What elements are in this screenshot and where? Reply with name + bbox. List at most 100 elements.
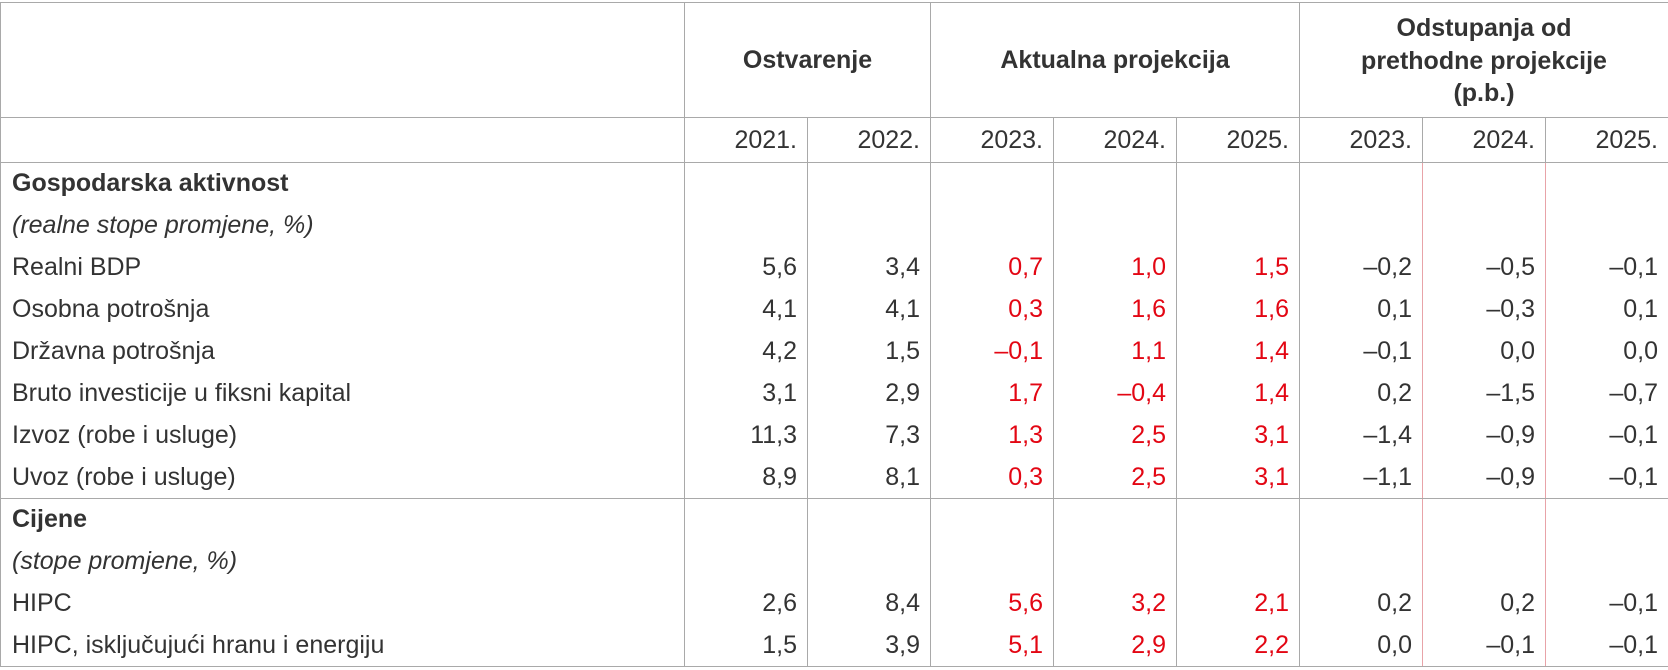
table-row: Realni BDP 5,6 3,4 0,7 1,0 1,5 –0,2 –0,5 –0,1 [0,246,1668,289]
value-cell: 0,0 [1545,330,1668,373]
value-cell: 3,4 [807,246,931,289]
value-cell [1176,204,1300,247]
value-cell [1299,540,1423,583]
value-cell [1545,162,1668,205]
value-cell [1422,498,1546,541]
value-cell: –0,1 [1545,582,1668,625]
value-cell: 1,6 [1176,288,1300,331]
group-header-odstupanja: Odstupanja od prethodne projekcije (p.b.… [1299,2,1668,118]
table-row: HIPC 2,6 8,4 5,6 3,2 2,1 0,2 0,2 –0,1 [0,582,1668,625]
table-row-label: HIPC, isključujući hranu i energiju [0,624,685,667]
value-cell: –0,1 [1422,624,1546,667]
value-cell: 5,6 [684,246,808,289]
value-cell: 2,9 [807,372,931,415]
year-header: 2023. [1299,117,1423,163]
value-cell: 3,1 [1176,456,1300,499]
value-cell [1299,162,1423,205]
table-row-label: Uvoz (robe i usluge) [0,456,685,499]
value-cell: –0,1 [1545,414,1668,457]
section-subtitle-row-label: (stope promjene, %) [0,540,685,583]
group-header-odstupanja-line1: Odstupanja od [1396,14,1572,43]
table-row: Izvoz (robe i usluge) 11,3 7,3 1,3 2,5 3,1 –1,… [0,414,1668,457]
section-title-row: Cijene [0,498,1668,541]
value-cell: –0,9 [1422,414,1546,457]
value-cell: –0,1 [930,330,1054,373]
value-cell: 0,3 [930,456,1054,499]
value-cell: 3,2 [1053,582,1177,625]
value-cell: –0,1 [1545,624,1668,667]
year-header: 2022. [807,117,931,163]
value-cell: 0,2 [1299,372,1423,415]
value-cell [684,540,808,583]
section-title-row-label: Cijene [0,498,685,541]
value-cell: –0,1 [1299,330,1423,373]
year-header: 2021. [684,117,808,163]
value-cell [930,540,1054,583]
value-cell: –0,5 [1422,246,1546,289]
value-cell [684,498,808,541]
section-title-row-label: Gospodarska aktivnost [0,162,685,205]
value-cell: 4,1 [684,288,808,331]
table-row-label: Realni BDP [0,246,685,289]
year-header: 2025. [1176,117,1300,163]
year-header: 2024. [1053,117,1177,163]
value-cell [930,204,1054,247]
year-header: 2025. [1545,117,1668,163]
value-cell: 0,2 [1422,582,1546,625]
value-cell: 7,3 [807,414,931,457]
value-cell: 2,5 [1053,414,1177,457]
section-title-row: Gospodarska aktivnost [0,162,1668,205]
value-cell: –1,4 [1299,414,1423,457]
value-cell: 2,6 [684,582,808,625]
value-cell [1545,204,1668,247]
value-cell: –0,3 [1422,288,1546,331]
value-cell [1053,162,1177,205]
value-cell: 2,9 [1053,624,1177,667]
value-cell: 1,7 [930,372,1054,415]
year-header: 2024. [1422,117,1546,163]
value-cell: 1,0 [1053,246,1177,289]
value-cell [807,498,931,541]
value-cell: 0,0 [1299,624,1423,667]
year-header-row: 2021. 2022. 2023. 2024. 2025. 2023. 2024… [0,117,1668,163]
value-cell: 2,1 [1176,582,1300,625]
value-cell [1545,540,1668,583]
value-cell: 1,6 [1053,288,1177,331]
value-cell: 8,1 [807,456,931,499]
table-row: HIPC, isključujući hranu i energiju 1,5 3,… [0,624,1668,667]
value-cell: 1,5 [684,624,808,667]
value-cell: 4,1 [807,288,931,331]
group-header-ostvarenje: Ostvarenje [684,2,931,118]
value-cell [1299,204,1423,247]
value-cell: 1,4 [1176,330,1300,373]
value-cell: –0,4 [1053,372,1177,415]
value-cell: –0,1 [1545,246,1668,289]
value-cell: –0,2 [1299,246,1423,289]
value-cell: 4,2 [684,330,808,373]
value-cell [684,162,808,205]
value-cell: 3,9 [807,624,931,667]
value-cell: 8,9 [684,456,808,499]
value-cell [1422,540,1546,583]
value-cell: –1,1 [1299,456,1423,499]
year-header: 2023. [930,117,1054,163]
value-cell: 1,5 [1176,246,1300,289]
value-cell: 3,1 [684,372,808,415]
value-cell: 2,5 [1053,456,1177,499]
table-row-label: Osobna potrošnja [0,288,685,331]
group-header-row: Ostvarenje Aktualna projekcija Odstupanj… [0,2,1668,118]
value-cell [807,162,931,205]
value-cell [1299,498,1423,541]
table-row: Uvoz (robe i usluge) 8,9 8,1 0,3 2,5 3,1 –1,1–… [0,456,1668,499]
group-header-aktualna-projekcija: Aktualna projekcija [930,2,1300,118]
value-cell [684,204,808,247]
value-cell [930,498,1054,541]
group-header-odstupanja-line2: prethodne projekcije [1361,46,1607,75]
value-cell [1176,162,1300,205]
group-header-odstupanja-line3: (p.b.) [1453,79,1515,108]
value-cell: 8,4 [807,582,931,625]
value-cell [1422,204,1546,247]
value-cell: 0,2 [1299,582,1423,625]
value-cell: 1,1 [1053,330,1177,373]
